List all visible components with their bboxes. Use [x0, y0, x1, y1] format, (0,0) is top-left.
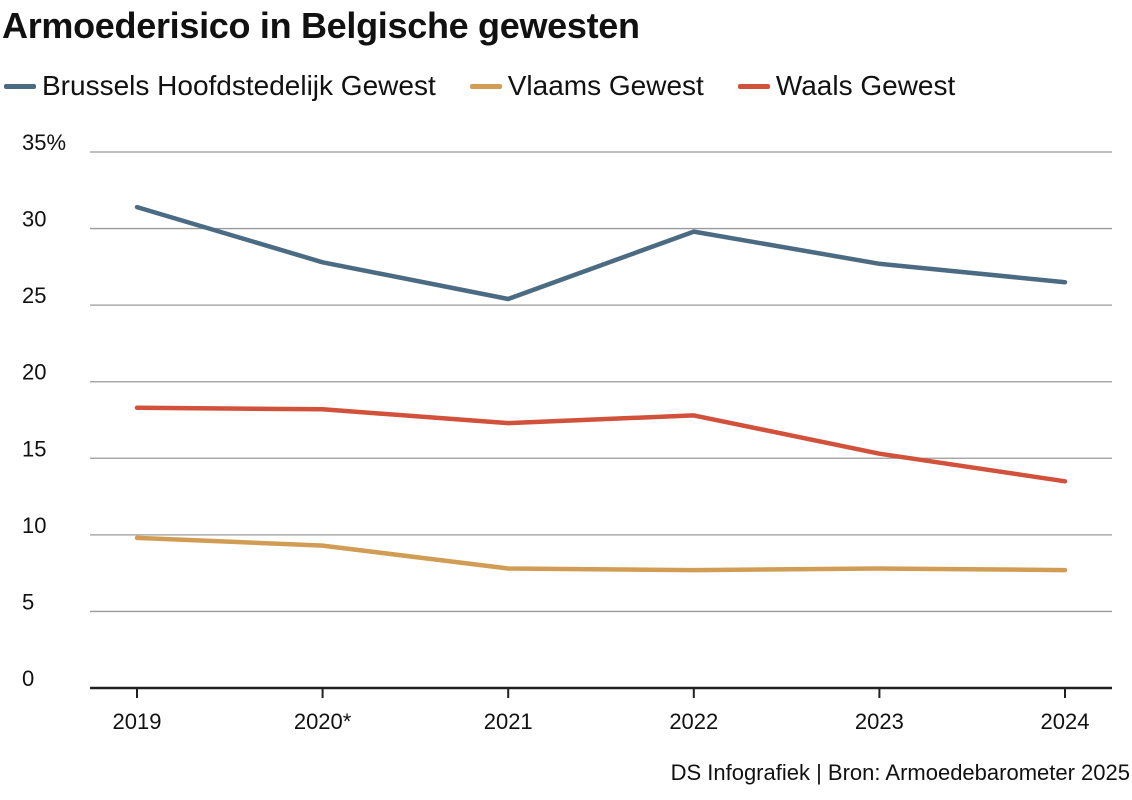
x-tick-label: 2024	[1041, 709, 1090, 734]
y-tick-label: 0	[22, 666, 34, 691]
legend-item-brussels: Brussels Hoofdstedelijk Gewest	[4, 70, 436, 102]
series-line-vlaams	[134, 535, 1068, 573]
y-tick-label: 25	[22, 283, 46, 308]
y-tick-label: 35%	[22, 130, 66, 155]
y-tick-label: 5	[22, 589, 34, 614]
legend-label-waals: Waals Gewest	[775, 70, 956, 101]
x-tick-label: 2022	[669, 709, 718, 734]
y-tick-label: 30	[22, 207, 46, 232]
y-tick-label: 15	[22, 436, 46, 461]
legend-swatch-vlaams	[469, 83, 502, 89]
legend-label-brussels: Brussels Hoofdstedelijk Gewest	[42, 70, 436, 101]
y-tick-label: 20	[22, 360, 46, 385]
x-tick-label: 2021	[484, 709, 533, 734]
legend-swatch-brussels	[4, 83, 36, 89]
series-line-brussels	[134, 204, 1068, 302]
legend-item-waals: Waals Gewest	[737, 70, 956, 102]
legend-item-vlaams: Vlaams Gewest	[469, 70, 704, 102]
x-tick-label: 2019	[113, 709, 162, 734]
chart-title: Armoederisico in Belgische gewesten	[2, 5, 640, 46]
legend-label-vlaams: Vlaams Gewest	[507, 70, 704, 101]
legend-swatch-waals	[737, 83, 770, 89]
series-line-waals	[134, 405, 1068, 484]
source-note: DS Infografiek | Bron: Armoedebarometer …	[670, 760, 1130, 785]
legend: Brussels Hoofdstedelijk Gewest Vlaams Ge…	[4, 68, 989, 104]
x-tick-label: 2023	[855, 709, 904, 734]
y-tick-label: 10	[22, 513, 46, 538]
x-tick-label: 2020*	[294, 709, 352, 734]
